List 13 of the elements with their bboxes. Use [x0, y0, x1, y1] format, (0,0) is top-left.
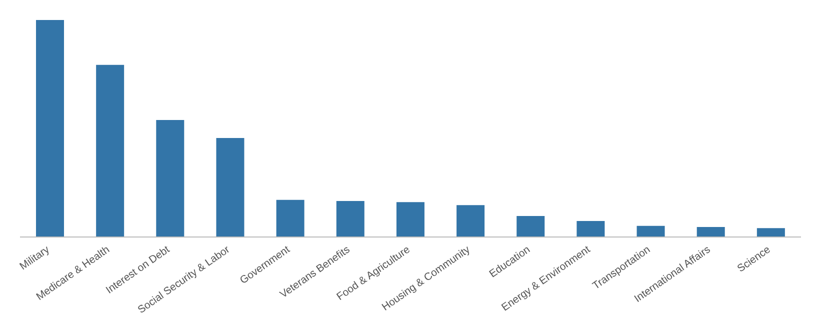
bar	[696, 227, 725, 237]
bar	[636, 226, 665, 237]
bar	[576, 220, 605, 237]
bar	[336, 200, 364, 237]
bar	[216, 138, 244, 237]
bar	[756, 228, 785, 237]
bar	[396, 202, 424, 237]
bar	[276, 200, 304, 237]
bar	[156, 120, 184, 237]
bar	[516, 216, 545, 237]
bar	[96, 64, 124, 237]
bar	[36, 20, 64, 237]
bar	[456, 205, 485, 237]
